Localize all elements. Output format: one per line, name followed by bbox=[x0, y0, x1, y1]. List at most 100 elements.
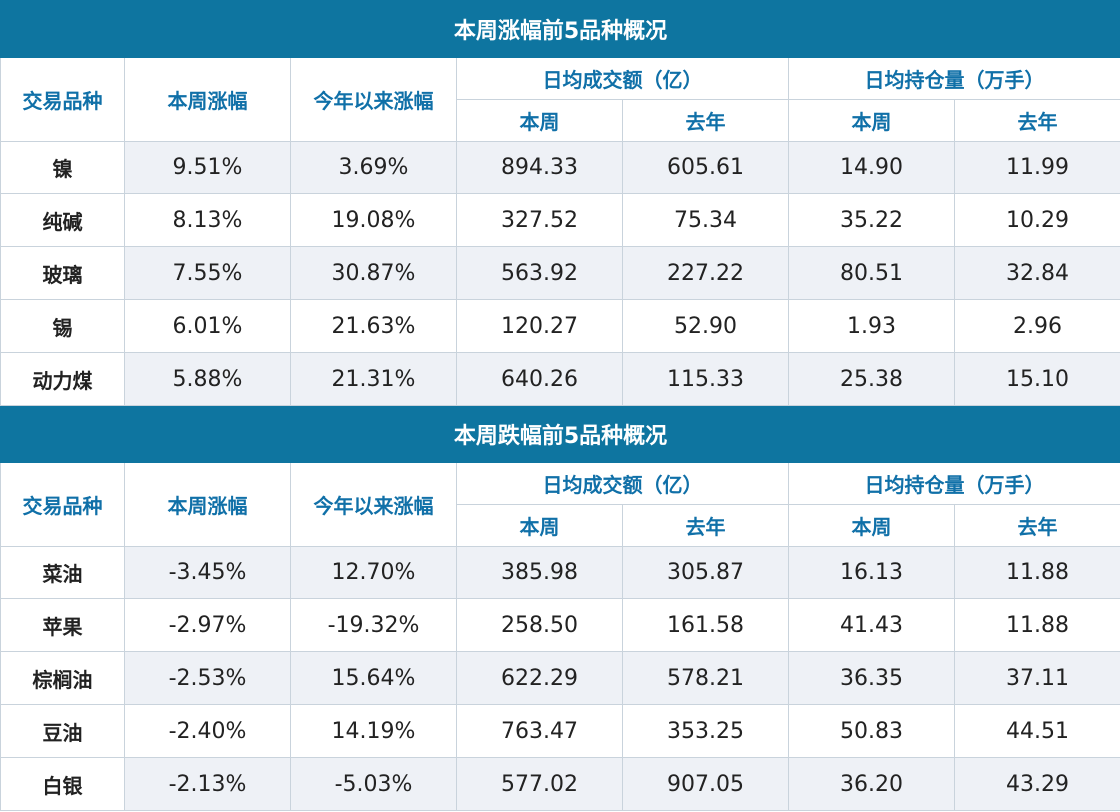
oi-this-week-cell: 14.90 bbox=[788, 141, 955, 194]
gainers-title-row: 本周涨幅前5品种概况 bbox=[0, 0, 1120, 58]
ytd-change-cell: 19.08% bbox=[290, 193, 457, 247]
gainers-section: 本周涨幅前5品种概况 交易品种 本周涨幅 今年以来涨幅 日均成交额（亿） 日均持… bbox=[0, 0, 1120, 142]
variety-cell: 豆油 bbox=[0, 704, 125, 758]
variety-cell: 苹果 bbox=[0, 598, 125, 652]
table-row: 苹果 -2.97% -19.32% 258.50 161.58 41.43 11.88 bbox=[0, 598, 1120, 652]
table-row: 白银 -2.13% -5.03% 577.02 907.05 36.20 43.29 bbox=[0, 757, 1120, 811]
header-oi-this-week: 本周 bbox=[788, 99, 955, 142]
ytd-change-cell: 12.70% bbox=[290, 546, 457, 599]
table-row: 菜油 -3.45% 12.70% 385.98 305.87 16.13 11.88 bbox=[0, 546, 1120, 599]
header-variety: 交易品种 bbox=[0, 462, 125, 547]
header-avg-turnover: 日均成交额（亿） bbox=[456, 462, 789, 505]
turnover-last-year-cell: 353.25 bbox=[622, 704, 789, 758]
variety-cell: 玻璃 bbox=[0, 246, 125, 300]
variety-cell: 菜油 bbox=[0, 546, 125, 599]
header-variety: 交易品种 bbox=[0, 57, 125, 142]
oi-this-week-cell: 1.93 bbox=[788, 299, 955, 353]
header-oi-this-week: 本周 bbox=[788, 504, 955, 547]
weekly-change-cell: -2.97% bbox=[124, 598, 291, 652]
weekly-change-cell: -3.45% bbox=[124, 546, 291, 599]
ytd-change-cell: -19.32% bbox=[290, 598, 457, 652]
ytd-change-cell: 15.64% bbox=[290, 651, 457, 705]
header-ytd-change: 今年以来涨幅 bbox=[290, 462, 457, 547]
oi-last-year-cell: 11.88 bbox=[953, 546, 1120, 599]
oi-last-year-cell: 43.29 bbox=[953, 757, 1120, 811]
table-row: 镍 9.51% 3.69% 894.33 605.61 14.90 11.99 bbox=[0, 141, 1120, 194]
turnover-last-year-cell: 52.90 bbox=[622, 299, 789, 353]
gainers-rows: 镍 9.51% 3.69% 894.33 605.61 14.90 11.99 纯碱 8.13%… bbox=[0, 141, 1120, 406]
variety-cell: 动力煤 bbox=[0, 352, 125, 406]
header-turnover-last-year: 去年 bbox=[622, 504, 789, 547]
turnover-last-year-cell: 578.21 bbox=[622, 651, 789, 705]
turnover-this-week-cell: 763.47 bbox=[456, 704, 623, 758]
table-row: 纯碱 8.13% 19.08% 327.52 75.34 35.22 10.29 bbox=[0, 193, 1120, 247]
weekly-change-cell: -2.40% bbox=[124, 704, 291, 758]
weekly-change-cell: 9.51% bbox=[124, 141, 291, 194]
turnover-last-year-cell: 115.33 bbox=[622, 352, 789, 406]
variety-cell: 白银 bbox=[0, 757, 125, 811]
gainers-header-row-2: 本周 去年 本周 去年 bbox=[1, 99, 1120, 142]
header-turnover-this-week: 本周 bbox=[456, 99, 623, 142]
losers-title: 本周跌幅前5品种概况 bbox=[0, 405, 1120, 463]
weekly-change-cell: 5.88% bbox=[124, 352, 291, 406]
oi-last-year-cell: 32.84 bbox=[953, 246, 1120, 300]
turnover-this-week-cell: 640.26 bbox=[456, 352, 623, 406]
losers-section: 本周跌幅前5品种概况 交易品种 本周涨幅 今年以来涨幅 日均成交额（亿） 日均持… bbox=[0, 405, 1120, 547]
header-avg-open-interest: 日均持仓量（万手） bbox=[787, 462, 1120, 505]
turnover-last-year-cell: 907.05 bbox=[622, 757, 789, 811]
header-turnover-last-year: 去年 bbox=[622, 99, 789, 142]
turnover-this-week-cell: 894.33 bbox=[456, 141, 623, 194]
weekly-change-cell: 6.01% bbox=[124, 299, 291, 353]
turnover-last-year-cell: 305.87 bbox=[622, 546, 789, 599]
ytd-change-cell: 21.31% bbox=[290, 352, 457, 406]
turnover-this-week-cell: 258.50 bbox=[456, 598, 623, 652]
losers-header-row-1: 交易品种 本周涨幅 今年以来涨幅 日均成交额（亿） 日均持仓量（万手） bbox=[0, 462, 1120, 547]
table-row: 动力煤 5.88% 21.31% 640.26 115.33 25.38 15.10 bbox=[0, 352, 1120, 406]
oi-this-week-cell: 80.51 bbox=[788, 246, 955, 300]
oi-last-year-cell: 37.11 bbox=[953, 651, 1120, 705]
oi-last-year-cell: 11.88 bbox=[953, 598, 1120, 652]
ytd-change-cell: -5.03% bbox=[290, 757, 457, 811]
turnover-this-week-cell: 577.02 bbox=[456, 757, 623, 811]
variety-cell: 镍 bbox=[0, 141, 125, 194]
oi-this-week-cell: 25.38 bbox=[788, 352, 955, 406]
oi-this-week-cell: 16.13 bbox=[788, 546, 955, 599]
turnover-this-week-cell: 327.52 bbox=[456, 193, 623, 247]
turnover-last-year-cell: 605.61 bbox=[622, 141, 789, 194]
header-weekly-change: 本周涨幅 bbox=[124, 57, 291, 142]
header-turnover-this-week: 本周 bbox=[456, 504, 623, 547]
oi-last-year-cell: 2.96 bbox=[953, 299, 1120, 353]
variety-cell: 锡 bbox=[0, 299, 125, 353]
turnover-last-year-cell: 75.34 bbox=[622, 193, 789, 247]
turnover-this-week-cell: 385.98 bbox=[456, 546, 623, 599]
turnover-this-week-cell: 563.92 bbox=[456, 246, 623, 300]
oi-last-year-cell: 11.99 bbox=[953, 141, 1120, 194]
header-avg-open-interest: 日均持仓量（万手） bbox=[787, 57, 1120, 100]
weekly-change-cell: 7.55% bbox=[124, 246, 291, 300]
oi-last-year-cell: 10.29 bbox=[953, 193, 1120, 247]
table-row: 豆油 -2.40% 14.19% 763.47 353.25 50.83 44.51 bbox=[0, 704, 1120, 758]
losers-header-row-2: 本周 去年 本周 去年 bbox=[1, 504, 1120, 547]
turnover-last-year-cell: 161.58 bbox=[622, 598, 789, 652]
oi-last-year-cell: 44.51 bbox=[953, 704, 1120, 758]
oi-last-year-cell: 15.10 bbox=[953, 352, 1120, 406]
table-row: 棕榈油 -2.53% 15.64% 622.29 578.21 36.35 37.11 bbox=[0, 651, 1120, 705]
table-row: 玻璃 7.55% 30.87% 563.92 227.22 80.51 32.84 bbox=[0, 246, 1120, 300]
ytd-change-cell: 14.19% bbox=[290, 704, 457, 758]
ytd-change-cell: 30.87% bbox=[290, 246, 457, 300]
oi-this-week-cell: 35.22 bbox=[788, 193, 955, 247]
header-weekly-change: 本周涨幅 bbox=[124, 462, 291, 547]
oi-this-week-cell: 36.35 bbox=[788, 651, 955, 705]
header-oi-last-year: 去年 bbox=[953, 504, 1120, 547]
oi-this-week-cell: 50.83 bbox=[788, 704, 955, 758]
variety-cell: 纯碱 bbox=[0, 193, 125, 247]
variety-cell: 棕榈油 bbox=[0, 651, 125, 705]
ytd-change-cell: 3.69% bbox=[290, 141, 457, 194]
weekly-change-cell: -2.13% bbox=[124, 757, 291, 811]
gainers-title: 本周涨幅前5品种概况 bbox=[0, 0, 1120, 58]
losers-title-row: 本周跌幅前5品种概况 bbox=[0, 405, 1120, 463]
gainers-header-row-1: 交易品种 本周涨幅 今年以来涨幅 日均成交额（亿） 日均持仓量（万手） bbox=[0, 57, 1120, 142]
ytd-change-cell: 21.63% bbox=[290, 299, 457, 353]
